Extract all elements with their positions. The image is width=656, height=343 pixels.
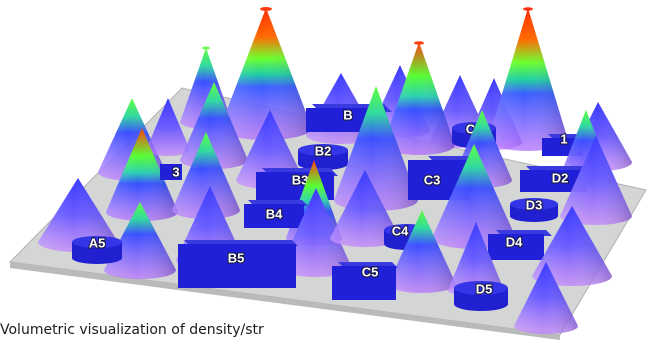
- label-b2: B2: [315, 144, 332, 159]
- cone-tall: [220, 7, 312, 140]
- block-d2: D2: [520, 166, 588, 192]
- cone: [388, 210, 456, 293]
- cone-tall: [106, 128, 178, 221]
- label-a5: A5: [89, 236, 106, 251]
- cone-tall: [488, 7, 568, 151]
- cone: [432, 144, 516, 249]
- block-d4: D4: [488, 230, 552, 260]
- floor-edge: [10, 262, 560, 340]
- label-a3: 3: [172, 165, 179, 180]
- block-b4: B4: [244, 200, 308, 228]
- label-d4: D4: [506, 235, 523, 250]
- cylinder-d5: D5: [454, 280, 508, 311]
- label-d5: D5: [476, 282, 493, 297]
- label-c4: C4: [392, 224, 409, 239]
- cone: [280, 188, 352, 277]
- cone: [38, 178, 118, 252]
- cylinder-a5: A5: [72, 234, 122, 264]
- label-b3: B3: [292, 173, 309, 188]
- block-c5: C5: [332, 262, 398, 300]
- cylinder-d3: D3: [510, 196, 558, 222]
- cone: [514, 262, 578, 334]
- cone: [532, 206, 612, 286]
- label-d3: D3: [526, 198, 543, 213]
- cone: [334, 86, 418, 211]
- cone: [172, 132, 240, 219]
- label-b4: B4: [266, 207, 283, 222]
- cone: [180, 82, 248, 169]
- cone-tall: [383, 41, 455, 155]
- cone: [146, 98, 190, 156]
- label-d2: D2: [552, 171, 569, 186]
- block-b5: B5: [178, 240, 298, 288]
- block-a3: 3: [160, 163, 182, 181]
- cylinder-b2: B2: [298, 142, 348, 170]
- label-c3: C3: [424, 173, 441, 188]
- label-b5: B5: [228, 251, 245, 266]
- label-c5: C5: [362, 265, 379, 280]
- label-d1: 1: [560, 132, 567, 147]
- cone: [104, 202, 176, 279]
- cone: [448, 222, 504, 297]
- cone: [560, 136, 632, 225]
- cone: [330, 170, 400, 247]
- label-b: B: [343, 108, 352, 123]
- figure-caption: Volumetric visualization of density/str: [0, 322, 264, 338]
